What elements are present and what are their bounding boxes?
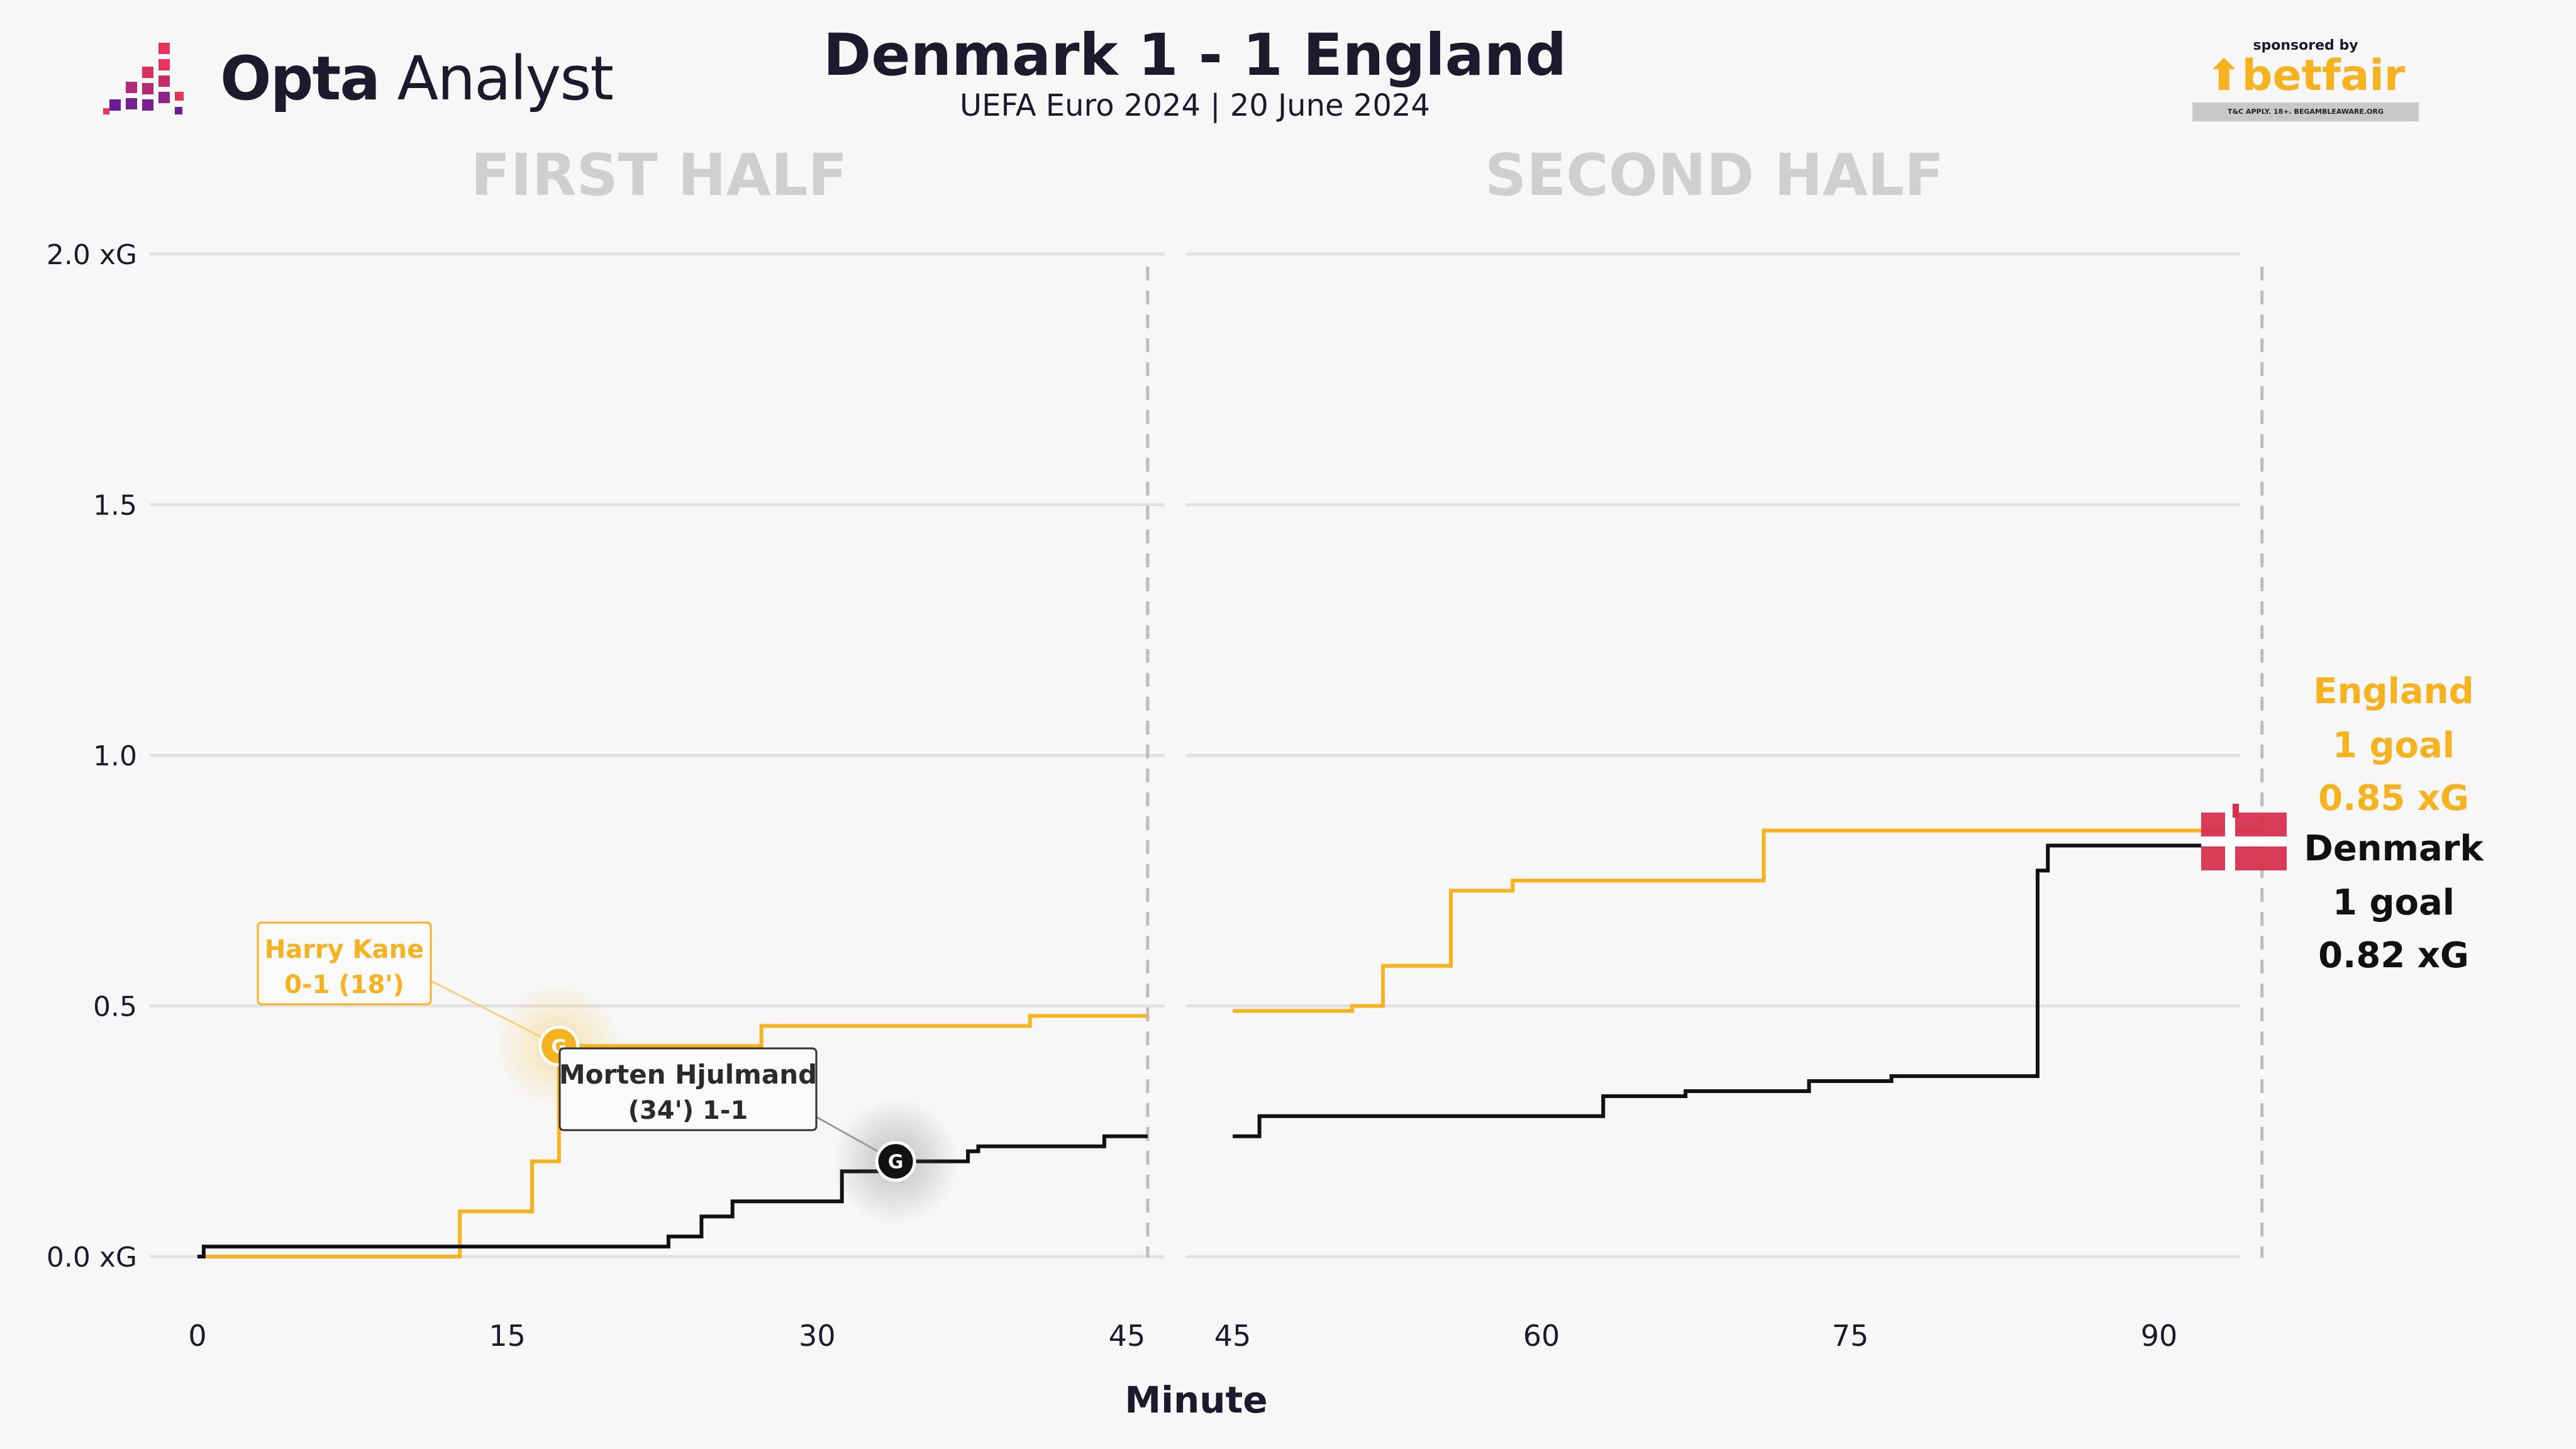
denmark-end-label-team: Denmark [2304, 828, 2484, 869]
x-tick-label: 15 [489, 1319, 526, 1353]
opta-analyst-logo: Opta Analyst [101, 38, 614, 119]
denmark-xg-line-second-half [1233, 843, 2262, 1138]
chart-subtitle: UEFA Euro 2024 | 20 June 2024 [960, 88, 1430, 123]
denmark-callout-box [558, 1047, 818, 1131]
sponsor-disclaimer: T&C APPLY. 18+. BEGAMBLEAWARE.ORG [2192, 103, 2419, 121]
england-end-label-xg: 0.85 xG [2318, 778, 2469, 819]
denmark-xg-line-first-half [197, 1134, 1148, 1258]
england-callout-box [257, 921, 432, 1006]
sponsor-label: sponsored by [2253, 38, 2358, 53]
y-tick-label: 1.0 [93, 740, 137, 772]
x-axis-label: Minute [1124, 1379, 1267, 1421]
y-tick-label: 2.0 xG [47, 239, 137, 271]
y-tick-label: 0.0 xG [47, 1241, 137, 1274]
x-tick-label: 0 [188, 1319, 206, 1353]
x-tick-label: 45 [1109, 1319, 1146, 1353]
opta-logo-icon [103, 43, 184, 114]
x-tick-label: 90 [2141, 1319, 2178, 1353]
sponsor-block: sponsored by ⬆betfair T&C APPLY. 18+. BE… [2192, 38, 2419, 121]
x-tick-label: 75 [1832, 1319, 1869, 1353]
panel-title-first-half: FIRST HALF [471, 142, 848, 209]
goal-marker-label: G [888, 1152, 904, 1174]
sponsor-name: ⬆betfair [2206, 51, 2406, 101]
betfair-arrow-icon: ⬆ [2206, 51, 2242, 101]
y-tick-label: 0.5 [93, 991, 137, 1023]
flag-marker-tip [2233, 804, 2239, 818]
goal-scorer-label: Harry Kane [265, 935, 425, 964]
goal-scorer-label: Morten Hjulmand [559, 1059, 817, 1090]
x-tick-label: 60 [1523, 1319, 1560, 1353]
panel-title-second-half: SECOND HALF [1485, 142, 1944, 209]
goal-detail-label: (34') 1-1 [628, 1096, 748, 1125]
england-xg-line-second-half [1233, 828, 2262, 1013]
denmark-goal-marker [875, 1141, 916, 1182]
england-end-label-team: England [2313, 671, 2473, 712]
denmark-end-label-xg: 0.82 xG [2318, 935, 2469, 976]
england-callout-connector [431, 980, 560, 1047]
denmark-flag-cross-horizontal [2201, 836, 2287, 847]
chart-title: Denmark 1 - 1 England [823, 21, 1567, 89]
x-tick-label: 30 [799, 1319, 836, 1353]
logo-wordmark: Opta Analyst [220, 43, 614, 114]
england-end-label-goals: 1 goal [2333, 725, 2455, 766]
goal-detail-label: 0-1 (18') [284, 970, 404, 999]
denmark-end-label-goals: 1 goal [2333, 882, 2455, 923]
y-tick-label: 1.5 [93, 490, 137, 522]
x-tick-label: 45 [1214, 1319, 1252, 1353]
